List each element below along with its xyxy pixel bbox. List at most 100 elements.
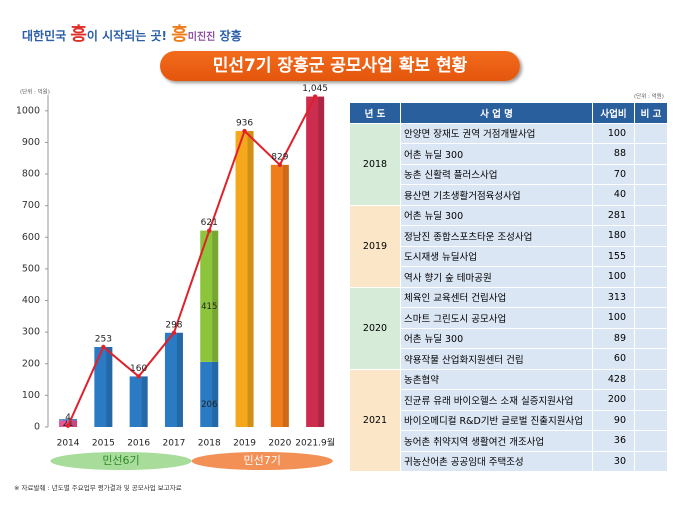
year-cell: 2020 (349, 286, 401, 370)
bar-shade (282, 164, 289, 427)
name-cell: 정남진 종합스포츠타운 조성사업 (400, 225, 593, 247)
amount-cell: 60 (592, 348, 635, 370)
row: 어촌 뉴딜 300 89 (350, 327, 668, 349)
logo-text: 대한민국 (22, 29, 67, 43)
bar-shade (71, 420, 78, 427)
header-cell: 사업비 (592, 102, 635, 124)
remark-cell (634, 409, 668, 431)
row: 어촌 뉴딜 300 88 (350, 143, 668, 165)
name-cell: 스마트 그린도시 공모사업 (400, 307, 593, 329)
line (67, 96, 317, 427)
row: 농촌 신활력 플러스사업 70 (350, 163, 668, 185)
row: 스마트 그린도시 공모사업 100 (350, 307, 668, 329)
era-label: 민선6기 (102, 454, 139, 467)
bar (270, 164, 289, 427)
amount-cell: 100 (592, 266, 635, 288)
remark-cell (634, 245, 668, 267)
amount-cell: 100 (592, 307, 635, 329)
row: 역사 향기 숲 테마공원 100 (350, 266, 668, 288)
remark-cell (634, 184, 668, 206)
line-point (242, 128, 247, 134)
bar (235, 131, 254, 427)
bar-shade (247, 131, 254, 427)
remark-cell (634, 286, 668, 308)
amount-cell: 40 (592, 184, 635, 206)
bar (59, 419, 78, 421)
logo-text: 흥 (70, 24, 87, 45)
value-label: 298 (165, 320, 182, 330)
name-cell: 바이오메디컬 R&D기반 글로벌 진출지원사업 (400, 409, 593, 431)
value-label: 4 (65, 413, 71, 423)
row: 2021 농촌협약 428 (349, 368, 668, 472)
name-cell: 농촌 신활력 플러스사업 (400, 163, 593, 185)
logo-text: 흥 (171, 24, 188, 45)
name-cell: 역사 향기 숲 테마공원 (400, 266, 593, 288)
remark-cell (634, 307, 668, 329)
y-tick-label: 1000 (16, 105, 40, 116)
line-point (101, 344, 106, 350)
line-point (277, 162, 283, 168)
y-tick-label: 800 (22, 169, 40, 180)
name-cell: 약용작물 산업화지원센터 건립 (400, 348, 593, 370)
y-tick-label: 400 (22, 295, 40, 306)
row: 바이오메디컬 R&D기반 글로벌 진출지원사업 90 (350, 409, 668, 431)
year-cell: 2021 (349, 368, 401, 472)
x-tick-label: 2016 (127, 439, 150, 449)
remark-cell (634, 368, 668, 390)
bar-shade (212, 230, 219, 362)
remark-cell (634, 450, 668, 472)
x-tick-label: 2021.9월 (295, 437, 335, 449)
x-tick-label: 2020 (268, 439, 291, 449)
bar (200, 361, 219, 427)
y-tick-label: 200 (22, 358, 40, 369)
unit: (단위 : 억원) (20, 88, 50, 96)
name-cell: 농어촌 취약지역 생활여건 개조사업 (400, 430, 593, 452)
name-cell: 농촌협약 (400, 368, 593, 390)
remark-cell (634, 348, 668, 370)
bar (94, 347, 113, 427)
amount-cell: 180 (592, 225, 635, 247)
row: 용산면 기초생활거점육성사업 40 (350, 184, 668, 206)
x-tick-label: 2014 (57, 439, 80, 449)
name-cell: 진균류 유래 바이오헬스 소재 실증지원사업 (400, 389, 593, 411)
remark-cell (634, 266, 668, 288)
bar-shade (71, 419, 78, 421)
amount-cell: 88 (592, 143, 635, 165)
amount-cell: 428 (592, 368, 635, 390)
name-cell: 도시재생 뉴딜사업 (400, 245, 593, 267)
remark-cell (634, 143, 668, 165)
line-point (65, 423, 71, 428)
value-label: 1,045 (302, 84, 328, 94)
amount-cell: 281 (592, 204, 635, 226)
line-point (171, 330, 177, 335)
header-cell: 년 도 (349, 102, 401, 124)
row: 정남진 종합스포츠타운 조성사업 180 (350, 225, 668, 247)
bar-shade (106, 347, 113, 427)
x-tick-label: 2018 (198, 439, 221, 449)
name-cell: 귀농산어촌 공공임대 주택조성 (400, 450, 593, 472)
bar (129, 376, 148, 427)
name-cell: 어촌 뉴딜 300 (400, 327, 593, 349)
row: 2018 안양면 장재도 권역 거점개발사업 100 (349, 122, 668, 206)
amount-cell: 90 (592, 409, 635, 431)
amount-cell: 89 (592, 327, 635, 349)
y-tick-label: 500 (22, 263, 40, 274)
bar (164, 332, 183, 427)
bar-shade (141, 376, 148, 427)
value-label: 621 (201, 218, 218, 228)
header-cell: 사 업 명 (400, 102, 593, 124)
amount-cell: 200 (592, 389, 635, 411)
name-cell: 어촌 뉴딜 300 (400, 204, 593, 226)
amount-cell: 36 (592, 430, 635, 452)
remark-cell (634, 389, 668, 411)
bar-shade (318, 96, 325, 427)
remark-cell (634, 225, 668, 247)
remark-cell (634, 430, 668, 452)
row: 도시재생 뉴딜사업 155 (350, 245, 668, 267)
name-cell: 안양면 장재도 권역 거점개발사업 (400, 122, 593, 144)
header-cell: 비 고 (634, 102, 668, 124)
year-cell: 2018 (349, 122, 401, 206)
